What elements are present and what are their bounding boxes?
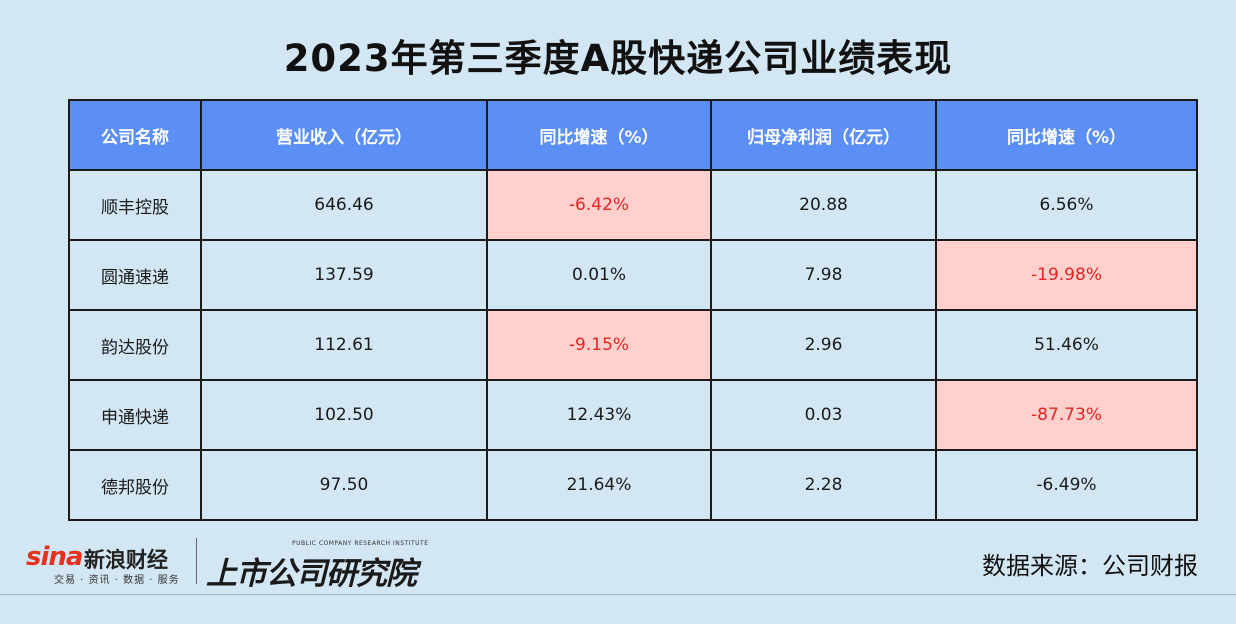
company-name: 德邦股份 [68,449,202,521]
company-name: 圆通速递 [68,239,202,311]
revenue-cell: 97.50 [200,449,488,521]
table-row: 韵达股份 112.61 -9.15% 2.96 51.46% [68,309,1198,381]
sina-finance-tagline: 交易 · 资讯 · 数据 · 服务 [54,575,180,586]
company-name: 韵达股份 [68,309,202,381]
net-profit-cell: 20.88 [710,169,937,241]
header-net-profit: 归母净利润（亿元） [710,99,937,171]
table-row: 德邦股份 97.50 21.64% 2.28 -6.49% [68,449,1198,521]
profit-growth-cell: -19.98% [935,239,1198,311]
data-source-note: 数据来源：公司财报 [982,552,1198,580]
profit-growth-cell: -87.73% [935,379,1198,451]
institute-english-name: PUBLIC COMPANY RESEARCH INSTITUTE [292,540,429,547]
revenue-growth-cell: 0.01% [486,239,712,311]
table-header-row: 公司名称 营业收入（亿元） 同比增速（%） 归母净利润（亿元） 同比增速（%） [68,99,1198,171]
sina-wordmark: sina [26,542,83,572]
revenue-cell: 112.61 [200,309,488,381]
table-row: 申通快递 102.50 12.43% 0.03 -87.73% [68,379,1198,451]
header-profit-growth: 同比增速（%） [935,99,1198,171]
institute-chinese-name: 上市公司研究院 [206,556,417,592]
revenue-growth-cell: 12.43% [486,379,712,451]
net-profit-cell: 2.96 [710,309,937,381]
header-revenue: 营业收入（亿元） [200,99,488,171]
page-title: 2023年第三季度A股快递公司业绩表现 [283,37,953,80]
profit-growth-cell: 6.56% [935,169,1198,241]
revenue-cell: 102.50 [200,379,488,451]
header-company: 公司名称 [68,99,202,171]
sina-finance-logo: sina 新浪财经 交易 · 资讯 · 数据 · 服务 [26,540,196,586]
profit-growth-cell: 51.46% [935,309,1198,381]
header-revenue-growth: 同比增速（%） [486,99,712,171]
revenue-growth-cell: -9.15% [486,309,712,381]
net-profit-cell: 7.98 [710,239,937,311]
profit-growth-cell: -6.49% [935,449,1198,521]
revenue-cell: 137.59 [200,239,488,311]
net-profit-cell: 2.28 [710,449,937,521]
revenue-cell: 646.46 [200,169,488,241]
sina-finance-name: 新浪财经 [84,548,168,572]
table-row: 圆通速递 137.59 0.01% 7.98 -19.98% [68,239,1198,311]
company-name: 顺丰控股 [68,169,202,241]
company-name: 申通快递 [68,379,202,451]
footer-divider [0,594,1236,595]
research-institute-logo: PUBLIC COMPANY RESEARCH INSTITUTE 上市公司研究… [206,540,429,592]
revenue-growth-cell: 21.64% [486,449,712,521]
table-row: 顺丰控股 646.46 -6.42% 20.88 6.56% [68,169,1198,241]
net-profit-cell: 0.03 [710,379,937,451]
logo-divider [196,538,197,584]
revenue-growth-cell: -6.42% [486,169,712,241]
performance-table: 公司名称 营业收入（亿元） 同比增速（%） 归母净利润（亿元） 同比增速（%） … [68,99,1198,521]
